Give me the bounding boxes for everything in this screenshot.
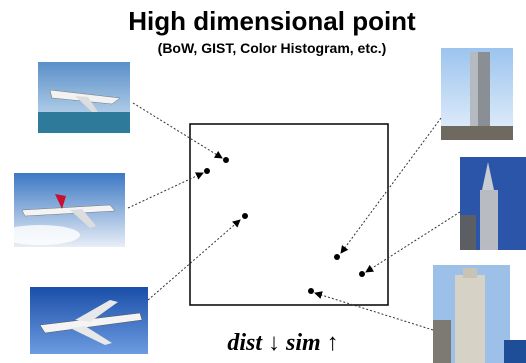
- photo-plane-3: [30, 287, 148, 354]
- connector: [133, 103, 222, 158]
- point: [334, 254, 340, 260]
- title: High dimensional point: [128, 6, 416, 36]
- point: [308, 288, 314, 294]
- connector: [341, 118, 441, 253]
- connectors: [128, 103, 460, 330]
- photo-building-1: [441, 48, 513, 140]
- connector: [148, 220, 240, 300]
- photo-plane-1: [38, 62, 130, 133]
- points: [204, 157, 365, 294]
- photo-plane-2: [0, 173, 125, 247]
- connector: [128, 173, 203, 208]
- point: [223, 157, 229, 163]
- subtitle: (BoW, GIST, Color Histogram, etc.): [158, 40, 387, 56]
- connector: [315, 293, 433, 330]
- feature-space: [190, 124, 388, 305]
- photo-building-2: [460, 157, 526, 250]
- photo-building-3: [433, 265, 526, 363]
- point: [359, 271, 365, 277]
- formula: dist ↓ sim ↑: [227, 330, 338, 356]
- point: [204, 168, 210, 174]
- slide: High dimensional point (BoW, GIST, Color…: [0, 0, 526, 363]
- connector: [366, 212, 460, 272]
- point: [242, 213, 248, 219]
